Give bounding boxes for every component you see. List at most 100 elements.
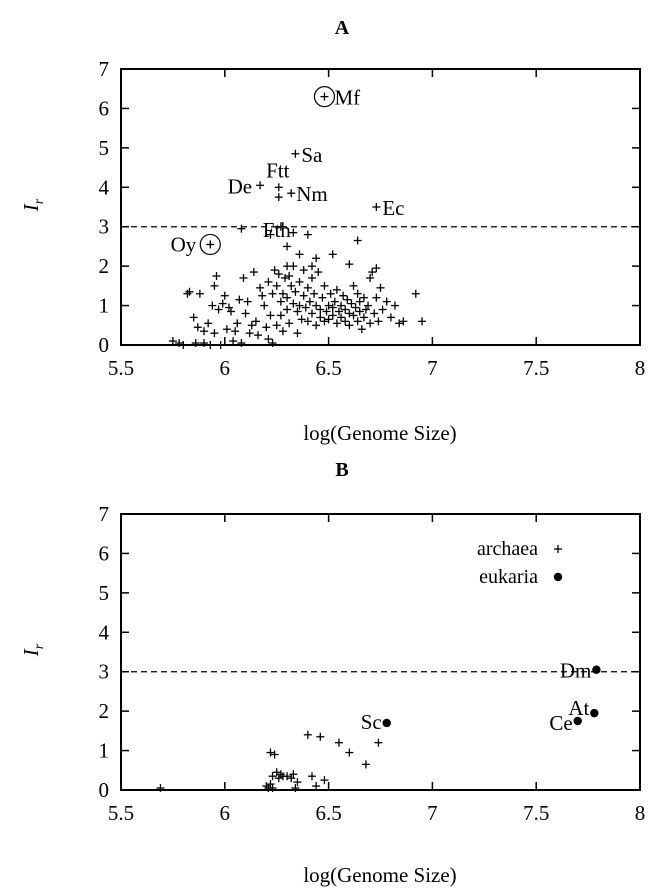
panel-a-series-point bbox=[218, 299, 227, 308]
panel-a-series-point bbox=[337, 301, 346, 310]
panel-b-xtick-label: 5.5 bbox=[108, 801, 134, 825]
panel-b-ylabel-main: I bbox=[19, 648, 43, 657]
panel-a-series-point bbox=[289, 228, 298, 237]
panel-a-series-point bbox=[328, 250, 337, 259]
panel-a-series-point bbox=[341, 317, 350, 326]
panel-a-series-point bbox=[418, 317, 427, 326]
panel-a-point-oy bbox=[206, 240, 215, 249]
panel-a-series-point bbox=[258, 291, 267, 300]
panel-a-label-oy: Oy bbox=[171, 232, 197, 256]
panel-a-series-point bbox=[220, 291, 229, 300]
panel-a-series-point bbox=[376, 283, 385, 292]
panel-a-series-point bbox=[272, 281, 281, 290]
panel-a-series-point bbox=[372, 264, 381, 273]
panel-a-series-point bbox=[189, 313, 198, 322]
panel-a-series-point bbox=[297, 315, 306, 324]
panel-a-highlight-circle bbox=[313, 85, 336, 108]
panel-b-archaea-point bbox=[287, 774, 296, 783]
panel-a-label-ftt: Ftt bbox=[266, 158, 290, 182]
panel-a-series-point bbox=[370, 309, 379, 318]
panel-a-series-point bbox=[345, 321, 354, 330]
panel-a-series-point bbox=[316, 305, 325, 314]
panel-b-xtick-label: 7.5 bbox=[523, 801, 549, 825]
panel-b-archaea-point bbox=[270, 750, 279, 759]
panel-a-series-point bbox=[295, 277, 304, 286]
panel-a-series-point bbox=[266, 230, 275, 239]
panel-b-archaea-point bbox=[283, 772, 292, 781]
panel-a-series-point bbox=[307, 273, 316, 282]
legend-marker-eukaria bbox=[553, 572, 563, 582]
panel-a-series-point bbox=[301, 303, 310, 312]
panel-b-archaea-point bbox=[307, 772, 316, 781]
panel-a-series-point bbox=[374, 317, 383, 326]
panel-b-archaea-point bbox=[303, 730, 312, 739]
panel-a-ytick-label: 7 bbox=[99, 57, 110, 81]
panel-b-archaea-point bbox=[268, 772, 277, 781]
panel-a-series-point bbox=[382, 297, 391, 306]
panel-a-series-point bbox=[372, 293, 381, 302]
panel-a-series-point bbox=[343, 295, 352, 304]
legend-label-eukaria: eukaria bbox=[479, 566, 538, 588]
panel-a-ytick-label: 2 bbox=[99, 254, 110, 278]
svg-text:Ir: Ir bbox=[19, 643, 47, 657]
panel-a-series-point bbox=[272, 321, 281, 330]
panel-a-series-point bbox=[183, 289, 192, 298]
panel-a-series-point bbox=[204, 319, 213, 328]
panel-b-archaea-point bbox=[274, 774, 283, 783]
panel-b-ytick-label: 7 bbox=[99, 502, 110, 526]
panel-a-series-point bbox=[328, 311, 337, 320]
panel-b-plot-frame bbox=[120, 513, 641, 791]
panel-a-series-point bbox=[293, 307, 302, 316]
panel-b-ytick-label: 6 bbox=[99, 541, 110, 565]
panel-b-eukaria-point bbox=[573, 716, 582, 726]
panel-a-point-ec bbox=[372, 203, 381, 211]
panel-a-series-point bbox=[212, 272, 221, 280]
panel-a-series-point bbox=[307, 262, 316, 271]
panel-a-series-point bbox=[227, 307, 236, 316]
panel-a-series-point bbox=[283, 242, 292, 251]
panel-a-series-point bbox=[324, 315, 333, 324]
panel-a-series-point bbox=[260, 301, 269, 310]
panel-b-archaea-point bbox=[316, 732, 325, 741]
panel-b-eukaria-point bbox=[382, 718, 391, 728]
panel-a-series-point bbox=[303, 283, 312, 292]
panel-b-ytick-label: 4 bbox=[99, 620, 110, 644]
panel-a-label-sa: Sa bbox=[301, 143, 323, 167]
panel-a-xtick-label: 6.5 bbox=[315, 356, 341, 380]
panel-a-series-point bbox=[359, 293, 368, 302]
panel-b-xtick-label: 7 bbox=[427, 801, 438, 825]
panel-a-point-nm bbox=[287, 189, 296, 198]
panel-a-series-point bbox=[285, 319, 294, 328]
panel-a-series-point bbox=[208, 301, 217, 310]
panel-b-xtick-label: 6.5 bbox=[315, 801, 341, 825]
panel-a-series-point bbox=[278, 327, 287, 336]
panel-a-series-point bbox=[270, 266, 279, 275]
panel-b-archaea-point bbox=[272, 768, 281, 777]
panel-a-series-point bbox=[210, 329, 219, 338]
panel-a-series-point bbox=[251, 317, 260, 326]
legend-marker-archaea bbox=[554, 545, 562, 553]
panel-a-ylabel-sub: r bbox=[32, 198, 47, 204]
panel-a-point-sa bbox=[291, 149, 300, 158]
panel-b-archaea-point bbox=[289, 770, 298, 779]
panel-a-series-point bbox=[168, 337, 177, 346]
panel-b-archaea-point bbox=[334, 738, 343, 747]
panel-a-series-point bbox=[195, 289, 204, 298]
svg-text:Ir: Ir bbox=[19, 198, 47, 212]
panel-b-ylabel-sub: r bbox=[32, 643, 47, 649]
panel-a-series-point bbox=[276, 311, 285, 320]
panel-a-series-point bbox=[303, 317, 312, 326]
panel-a-series-point bbox=[307, 309, 316, 318]
panel-b-legend: archaea eukaria bbox=[477, 538, 563, 588]
panel-a-series-point bbox=[332, 285, 341, 294]
panel-a-series-point bbox=[351, 303, 360, 312]
panel-a-point-mf bbox=[320, 92, 329, 101]
panel-a-series-point bbox=[193, 323, 202, 332]
panel-a-series-point bbox=[268, 289, 277, 298]
panel-a-series-point bbox=[243, 297, 252, 306]
panel-a-ylabel: Ir bbox=[19, 198, 47, 212]
panel-a-ytick-label: 5 bbox=[99, 136, 110, 160]
panel-a-series-point bbox=[391, 301, 400, 310]
panel-a-series-point bbox=[386, 313, 395, 322]
panel-b-archaea-point bbox=[293, 778, 302, 787]
